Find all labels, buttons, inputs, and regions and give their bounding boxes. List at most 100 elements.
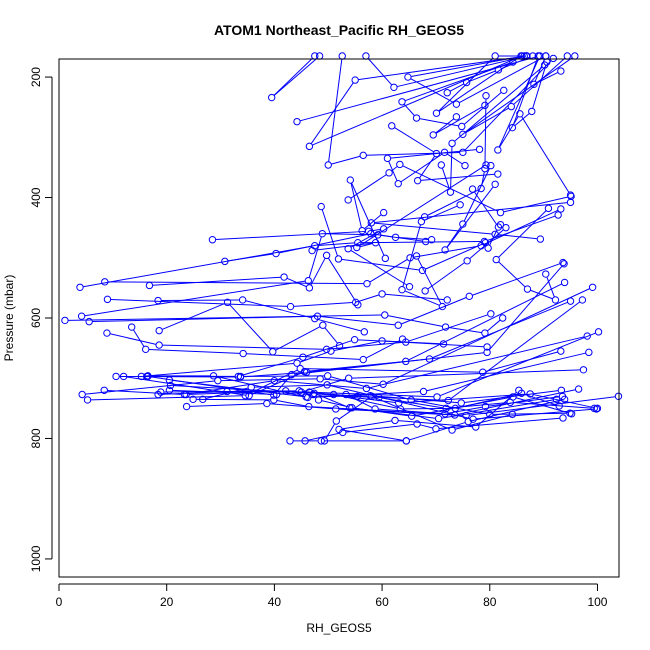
- series-segment: [333, 341, 380, 351]
- data-point: [319, 321, 327, 329]
- data-point: [350, 335, 359, 344]
- data-point: [61, 316, 69, 325]
- series-segment: [487, 215, 556, 241]
- data-point: [324, 161, 332, 169]
- series-segment: [345, 423, 414, 433]
- series-segment: [448, 406, 483, 414]
- data-point: [78, 390, 86, 399]
- profile-series: [314, 393, 576, 420]
- x-tick-label: 80: [483, 595, 497, 609]
- series-segment: [162, 344, 324, 350]
- data-point: [614, 392, 623, 401]
- series-segment: [330, 376, 409, 400]
- data-point: [456, 201, 464, 209]
- series-segment: [404, 62, 511, 102]
- data-point: [486, 410, 494, 419]
- series-segment: [513, 57, 566, 105]
- data-point: [344, 245, 352, 253]
- data-point: [412, 114, 421, 122]
- data-point: [247, 383, 255, 391]
- data-point: [363, 279, 371, 288]
- series-segment: [469, 70, 496, 82]
- data-point: [465, 292, 474, 301]
- series-segment: [323, 378, 381, 385]
- data-point: [127, 323, 136, 331]
- data-point: [481, 164, 489, 173]
- series-segment: [455, 414, 510, 430]
- data-point: [83, 396, 92, 404]
- series-segment: [161, 299, 240, 302]
- data-point: [481, 101, 489, 110]
- data-point: [557, 347, 565, 355]
- series-segment: [465, 57, 573, 133]
- data-point: [165, 386, 174, 394]
- series-segment: [367, 58, 393, 86]
- x-tick-label: 100: [587, 595, 607, 609]
- data-point: [155, 326, 163, 335]
- series-segment: [331, 155, 361, 165]
- data-point: [305, 284, 314, 292]
- series-segment: [485, 351, 558, 372]
- data-point: [438, 302, 447, 311]
- data-point: [464, 417, 472, 426]
- series-segment: [359, 243, 373, 248]
- series-segment: [401, 393, 527, 404]
- data-point: [374, 231, 382, 239]
- series-segment: [404, 290, 440, 306]
- data-point: [421, 287, 429, 295]
- data-point: [263, 399, 271, 408]
- series-segment: [357, 339, 441, 345]
- series-segment: [293, 302, 353, 307]
- series-segment: [420, 173, 495, 181]
- data-point: [76, 283, 84, 291]
- data-point: [144, 372, 152, 380]
- data-point: [305, 142, 314, 151]
- series-segment: [243, 375, 325, 377]
- x-axis-label: RH_GEOS5: [306, 621, 372, 635]
- series-segment: [498, 58, 539, 148]
- data-point: [320, 437, 329, 445]
- series-segment: [410, 56, 522, 77]
- series-segment: [325, 233, 375, 236]
- profile-series: [85, 258, 567, 329]
- series-segment: [329, 341, 403, 350]
- series-segment: [90, 395, 243, 401]
- y-tick-label: 400: [29, 187, 43, 207]
- data-point: [475, 145, 484, 154]
- data-point: [379, 225, 388, 233]
- series-segment: [385, 293, 445, 301]
- data-point: [367, 229, 375, 238]
- data-point: [560, 278, 569, 287]
- series-segment: [316, 394, 376, 398]
- data-point: [472, 423, 480, 431]
- profile-series: [468, 185, 503, 252]
- data-point: [378, 290, 386, 298]
- data-point: [354, 301, 362, 309]
- data-point: [448, 139, 456, 148]
- series-segment: [426, 352, 586, 392]
- data-point: [441, 246, 449, 254]
- data-point: [396, 160, 404, 169]
- data-point: [444, 396, 453, 405]
- series-segment: [246, 353, 361, 360]
- series-segment: [241, 357, 300, 376]
- series-segment: [446, 153, 463, 165]
- series-segment: [417, 258, 442, 304]
- data-point: [459, 148, 467, 157]
- x-tick-label: 20: [160, 595, 174, 609]
- data-point: [351, 298, 360, 307]
- profile-series: [103, 290, 451, 311]
- data-point: [367, 219, 376, 227]
- series-segment: [483, 209, 559, 245]
- series-segment: [84, 280, 306, 317]
- profile-series: [165, 376, 566, 407]
- data-point: [398, 98, 406, 106]
- series-segment: [391, 165, 398, 172]
- data-point: [542, 270, 550, 278]
- data-point: [590, 404, 598, 413]
- series-segment: [449, 83, 465, 92]
- y-tick-label: 1000: [29, 545, 43, 572]
- data-point: [567, 410, 576, 418]
- data-point: [487, 161, 495, 170]
- series-segment: [385, 288, 590, 384]
